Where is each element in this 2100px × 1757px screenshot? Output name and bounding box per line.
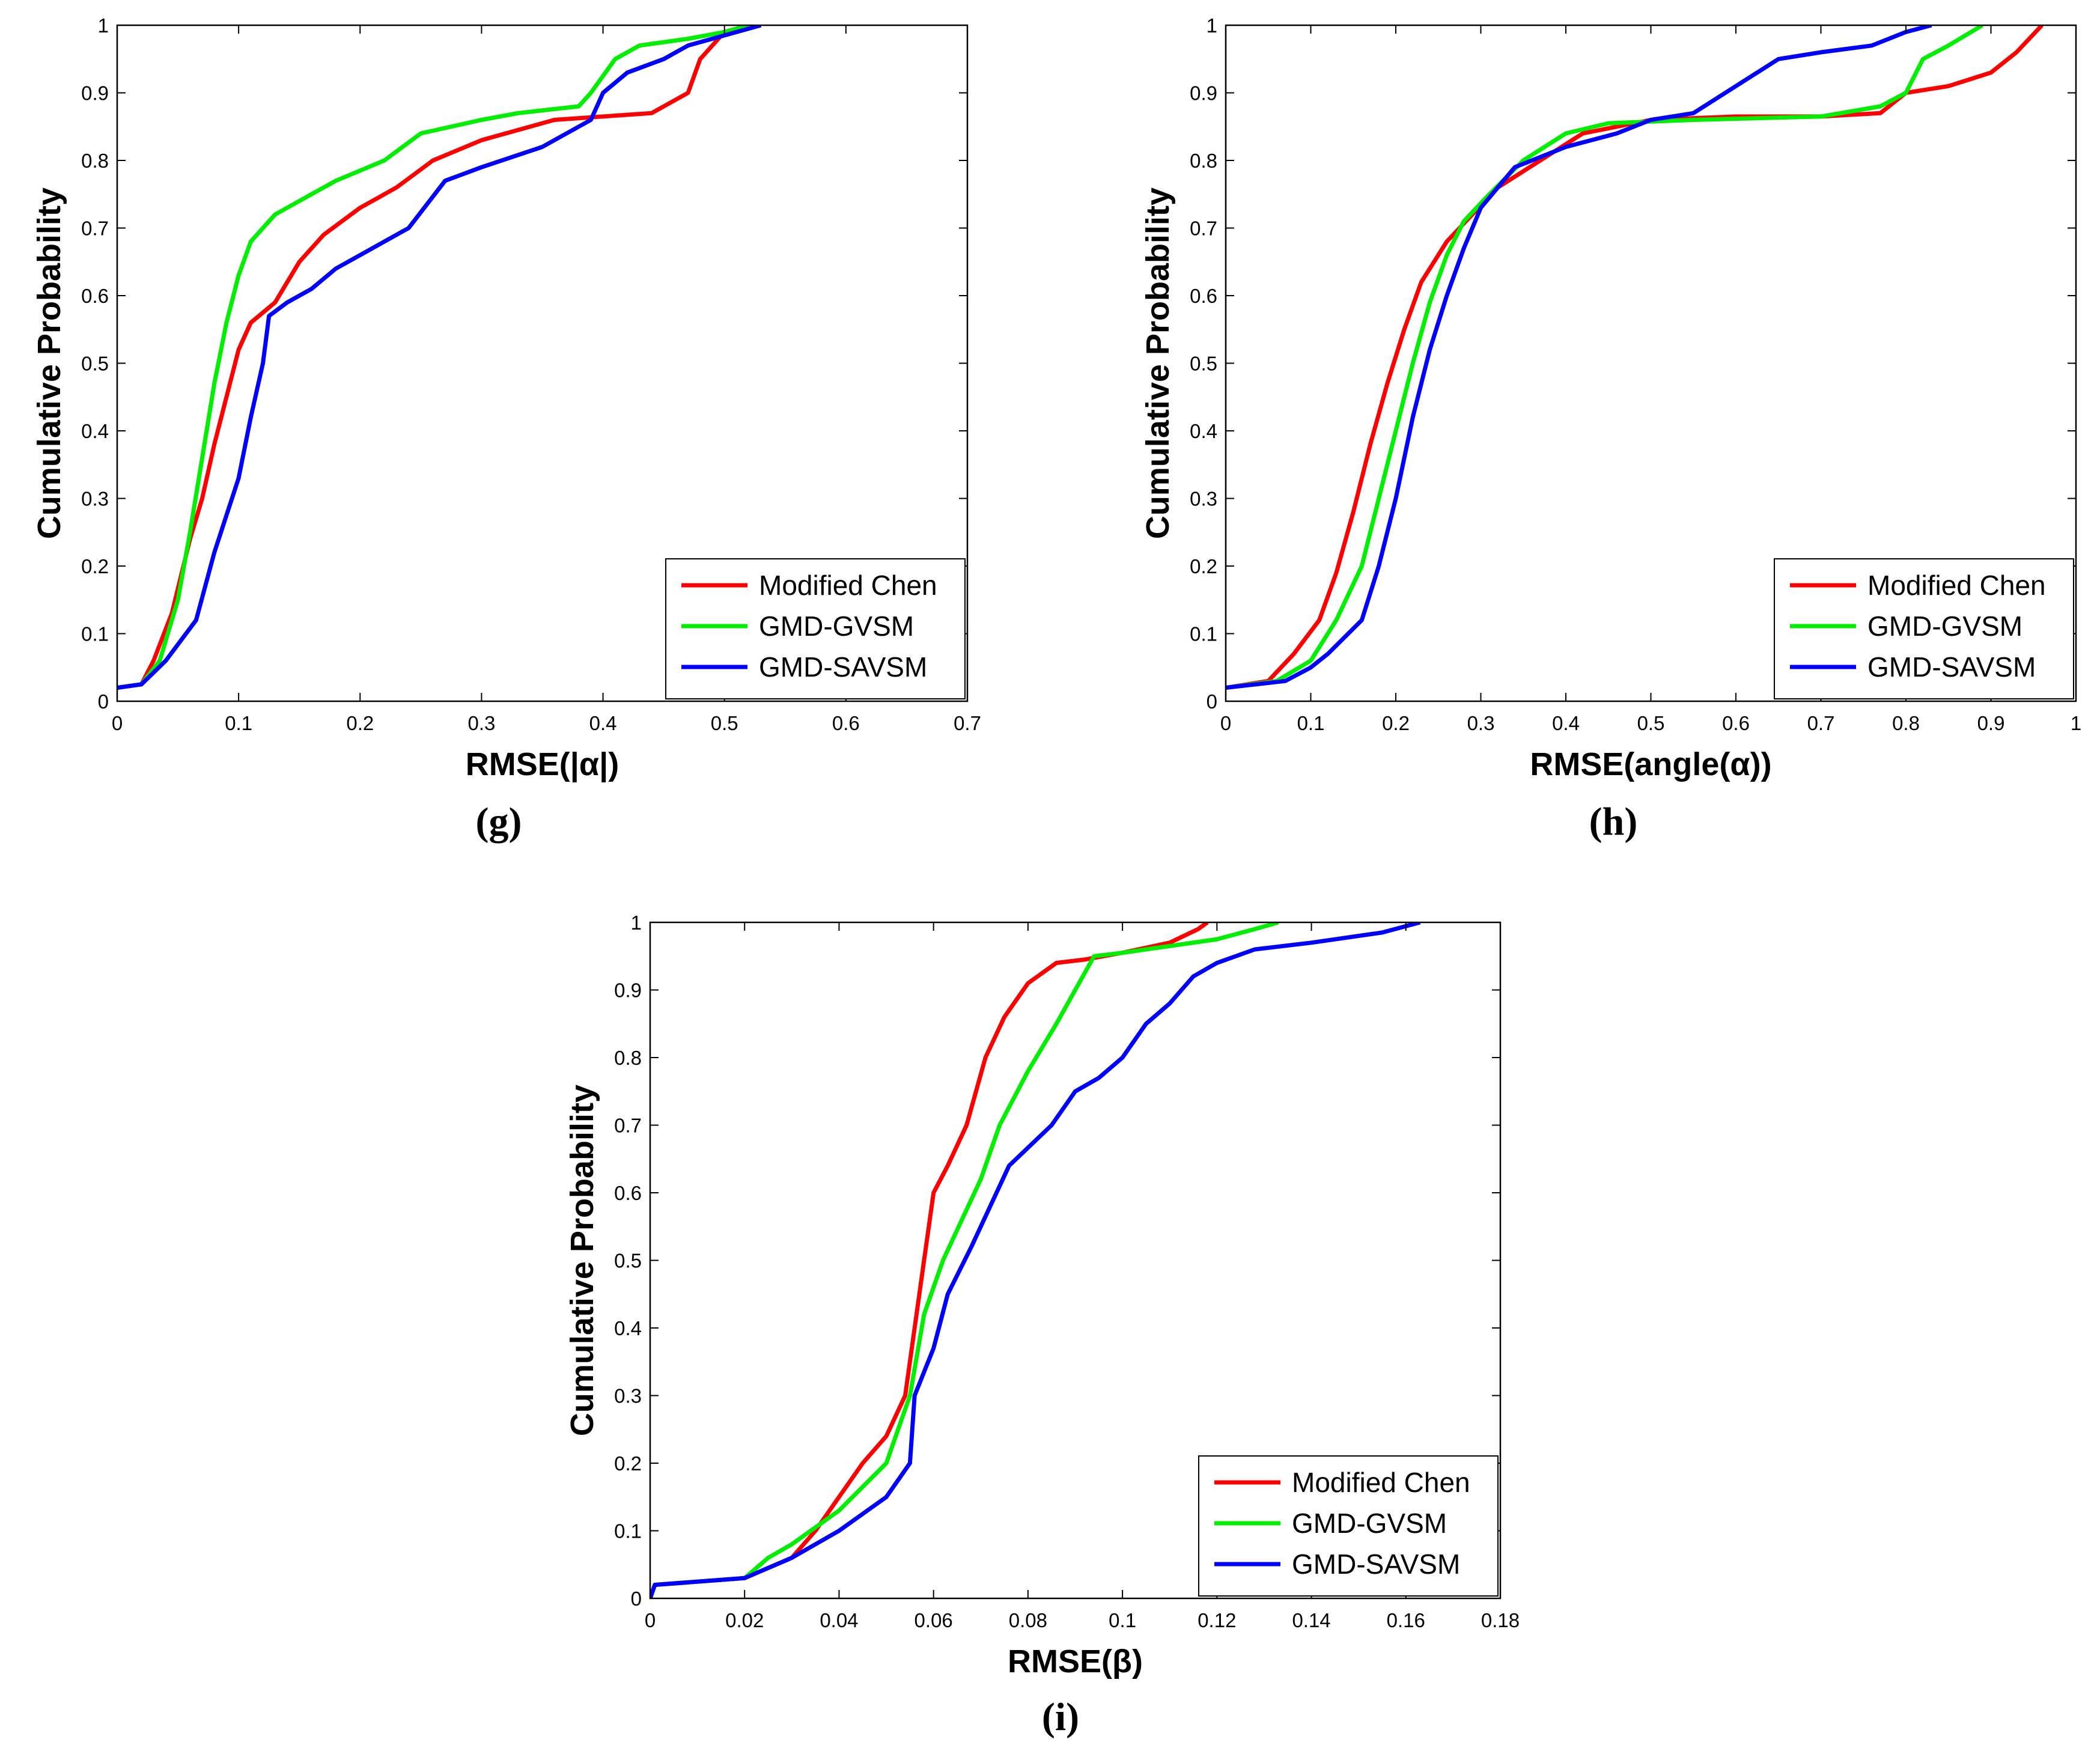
legend-entry-label: Modified Chen bbox=[1867, 570, 2046, 601]
y-tick-label: 0.7 bbox=[81, 218, 109, 240]
x-tick-label: 0.14 bbox=[1292, 1609, 1330, 1631]
x-tick-label: 0.9 bbox=[1977, 712, 2005, 734]
legend-entry-label: GMD-SAVSM bbox=[1867, 651, 2036, 683]
legend: Modified Chen GMD-GVSM GMD-SAVSM bbox=[1198, 1455, 1499, 1597]
chart-panel-i: 0 0.02 0.04 0.06 0.08 0.1 0.12 0.14 0.16 0.18 0 0.1… bbox=[564, 912, 1520, 1679]
x-axis-label: RMSE(angle(α)) bbox=[1530, 746, 1771, 782]
y-tick-label: 0.1 bbox=[81, 623, 109, 645]
y-axis-label: Cumulative Probability bbox=[564, 1085, 600, 1436]
y-tick-label: 0.3 bbox=[614, 1385, 642, 1407]
y-tick-label: 0 bbox=[631, 1588, 642, 1610]
y-tick-label: 0.2 bbox=[1190, 555, 1217, 577]
panel-caption-i: (i) bbox=[1041, 1695, 1080, 1739]
x-tick-label: 0.8 bbox=[1892, 712, 1920, 734]
legend-entry-label: GMD-GVSM bbox=[1867, 611, 2022, 642]
x-tick-label: 0 bbox=[112, 712, 123, 734]
y-tick-label: 0.2 bbox=[81, 555, 109, 577]
x-axis-label: RMSE(|α|) bbox=[466, 746, 619, 783]
panel-caption-h: (h) bbox=[1589, 800, 1638, 844]
x-tick-label: 0 bbox=[645, 1609, 656, 1631]
x-tick-label: 0.04 bbox=[820, 1609, 858, 1631]
series-line-gmd-gvsm bbox=[1226, 25, 1984, 690]
series-line-gmd-savsm bbox=[650, 922, 1421, 1598]
y-tick-label: 0.7 bbox=[1190, 218, 1217, 240]
legend-entry-label: GMD-GVSM bbox=[1292, 1508, 1447, 1539]
legend-box bbox=[665, 558, 966, 699]
legend-entry-label: GMD-GVSM bbox=[759, 611, 914, 642]
y-tick-label: 0.6 bbox=[1190, 285, 1217, 307]
y-tick-label: 0.2 bbox=[614, 1452, 642, 1475]
y-tick-label: 0.3 bbox=[81, 488, 109, 510]
y-tick-label: 0.9 bbox=[81, 82, 109, 105]
x-tick-label: 1 bbox=[2071, 712, 2081, 734]
legend: Modified Chen GMD-GVSM GMD-SAVSM bbox=[665, 558, 966, 699]
x-tick-label: 0.3 bbox=[467, 712, 495, 734]
x-tick-label: 0.3 bbox=[1467, 712, 1495, 734]
series-line-gmd-savsm bbox=[1226, 25, 1932, 690]
series-line-modified-chen bbox=[650, 922, 1209, 1598]
legend-box bbox=[1198, 1455, 1499, 1597]
y-tick-label: 0.1 bbox=[1190, 623, 1217, 645]
x-tick-label: 0.7 bbox=[954, 712, 981, 734]
y-tick-label: 0.3 bbox=[1190, 488, 1217, 510]
y-tick-label: 0.1 bbox=[614, 1520, 642, 1542]
y-tick-label: 0.9 bbox=[1190, 82, 1217, 105]
x-tick-label: 0.06 bbox=[915, 1609, 953, 1631]
y-tick-label: 0.4 bbox=[81, 420, 109, 442]
x-tick-label: 0.18 bbox=[1481, 1609, 1520, 1631]
x-tick-label: 0.16 bbox=[1387, 1609, 1425, 1631]
y-tick-label: 0.5 bbox=[1190, 353, 1217, 375]
y-tick-label: 0.8 bbox=[81, 150, 109, 172]
y-tick-label: 0.6 bbox=[81, 285, 109, 307]
series-line-modified-chen bbox=[117, 25, 750, 690]
x-tick-label: 0.6 bbox=[832, 712, 860, 734]
x-axis-label: RMSE(β) bbox=[1008, 1643, 1143, 1679]
x-tick-label: 0.4 bbox=[1552, 712, 1580, 734]
y-axis-label: Cumulative Probability bbox=[1140, 187, 1176, 539]
series-line-gmd-savsm bbox=[117, 25, 762, 690]
legend-box bbox=[1774, 558, 2074, 699]
chart-panel-g: 0 0.1 0.2 0.3 0.4 0.5 0.6 0.7 0 0.1 0.2 0.3 0.4 0.5 0.… bbox=[31, 14, 981, 783]
y-tick-label: 1 bbox=[1207, 14, 1217, 37]
x-tick-label: 0.2 bbox=[1382, 712, 1410, 734]
legend-entry-label: GMD-SAVSM bbox=[1292, 1548, 1460, 1580]
legend: Modified Chen GMD-GVSM GMD-SAVSM bbox=[1774, 558, 2074, 699]
legend-entry-label: GMD-SAVSM bbox=[759, 651, 927, 683]
panel-caption-g: (g) bbox=[475, 800, 522, 844]
x-tick-label: 0 bbox=[1220, 712, 1231, 734]
x-tick-label: 0.1 bbox=[1109, 1609, 1136, 1631]
y-tick-label: 0.6 bbox=[614, 1182, 642, 1204]
y-axis-label: Cumulative Probability bbox=[31, 187, 67, 539]
y-tick-label: 0.4 bbox=[1190, 420, 1217, 442]
x-tick-label: 0.08 bbox=[1009, 1609, 1047, 1631]
y-tick-label: 1 bbox=[98, 14, 109, 37]
x-tick-label: 0.7 bbox=[1807, 712, 1835, 734]
x-tick-label: 0.4 bbox=[589, 712, 617, 734]
y-tick-label: 0.5 bbox=[81, 353, 109, 375]
series-line-gmd-gvsm bbox=[117, 25, 750, 690]
series-line-gmd-gvsm bbox=[650, 922, 1279, 1598]
x-tick-label: 0.5 bbox=[1637, 712, 1665, 734]
y-tick-label: 1 bbox=[631, 912, 642, 934]
y-tick-label: 0.9 bbox=[614, 979, 642, 1002]
x-tick-label: 0.6 bbox=[1722, 712, 1750, 734]
x-tick-label: 0.1 bbox=[225, 712, 252, 734]
chart-panel-h: 0 0.1 0.2 0.3 0.4 0.5 0.6 0.7 0.8 0.9 1 0 0.1 0.2 0.3 0… bbox=[1140, 14, 2081, 782]
x-tick-label: 0.02 bbox=[725, 1609, 764, 1631]
y-tick-label: 0.8 bbox=[614, 1047, 642, 1069]
x-tick-label: 0.1 bbox=[1297, 712, 1325, 734]
legend-entry-label: Modified Chen bbox=[1292, 1467, 1470, 1498]
x-tick-label: 0.2 bbox=[346, 712, 374, 734]
y-tick-label: 0 bbox=[98, 690, 109, 713]
y-tick-label: 0.4 bbox=[614, 1317, 642, 1339]
y-tick-label: 0 bbox=[1207, 690, 1217, 713]
y-tick-label: 0.5 bbox=[614, 1250, 642, 1272]
y-tick-label: 0.7 bbox=[614, 1115, 642, 1137]
x-tick-label: 0.12 bbox=[1198, 1609, 1236, 1631]
legend-entry-label: Modified Chen bbox=[759, 570, 937, 601]
x-tick-label: 0.5 bbox=[711, 712, 738, 734]
y-tick-label: 0.8 bbox=[1190, 150, 1217, 172]
